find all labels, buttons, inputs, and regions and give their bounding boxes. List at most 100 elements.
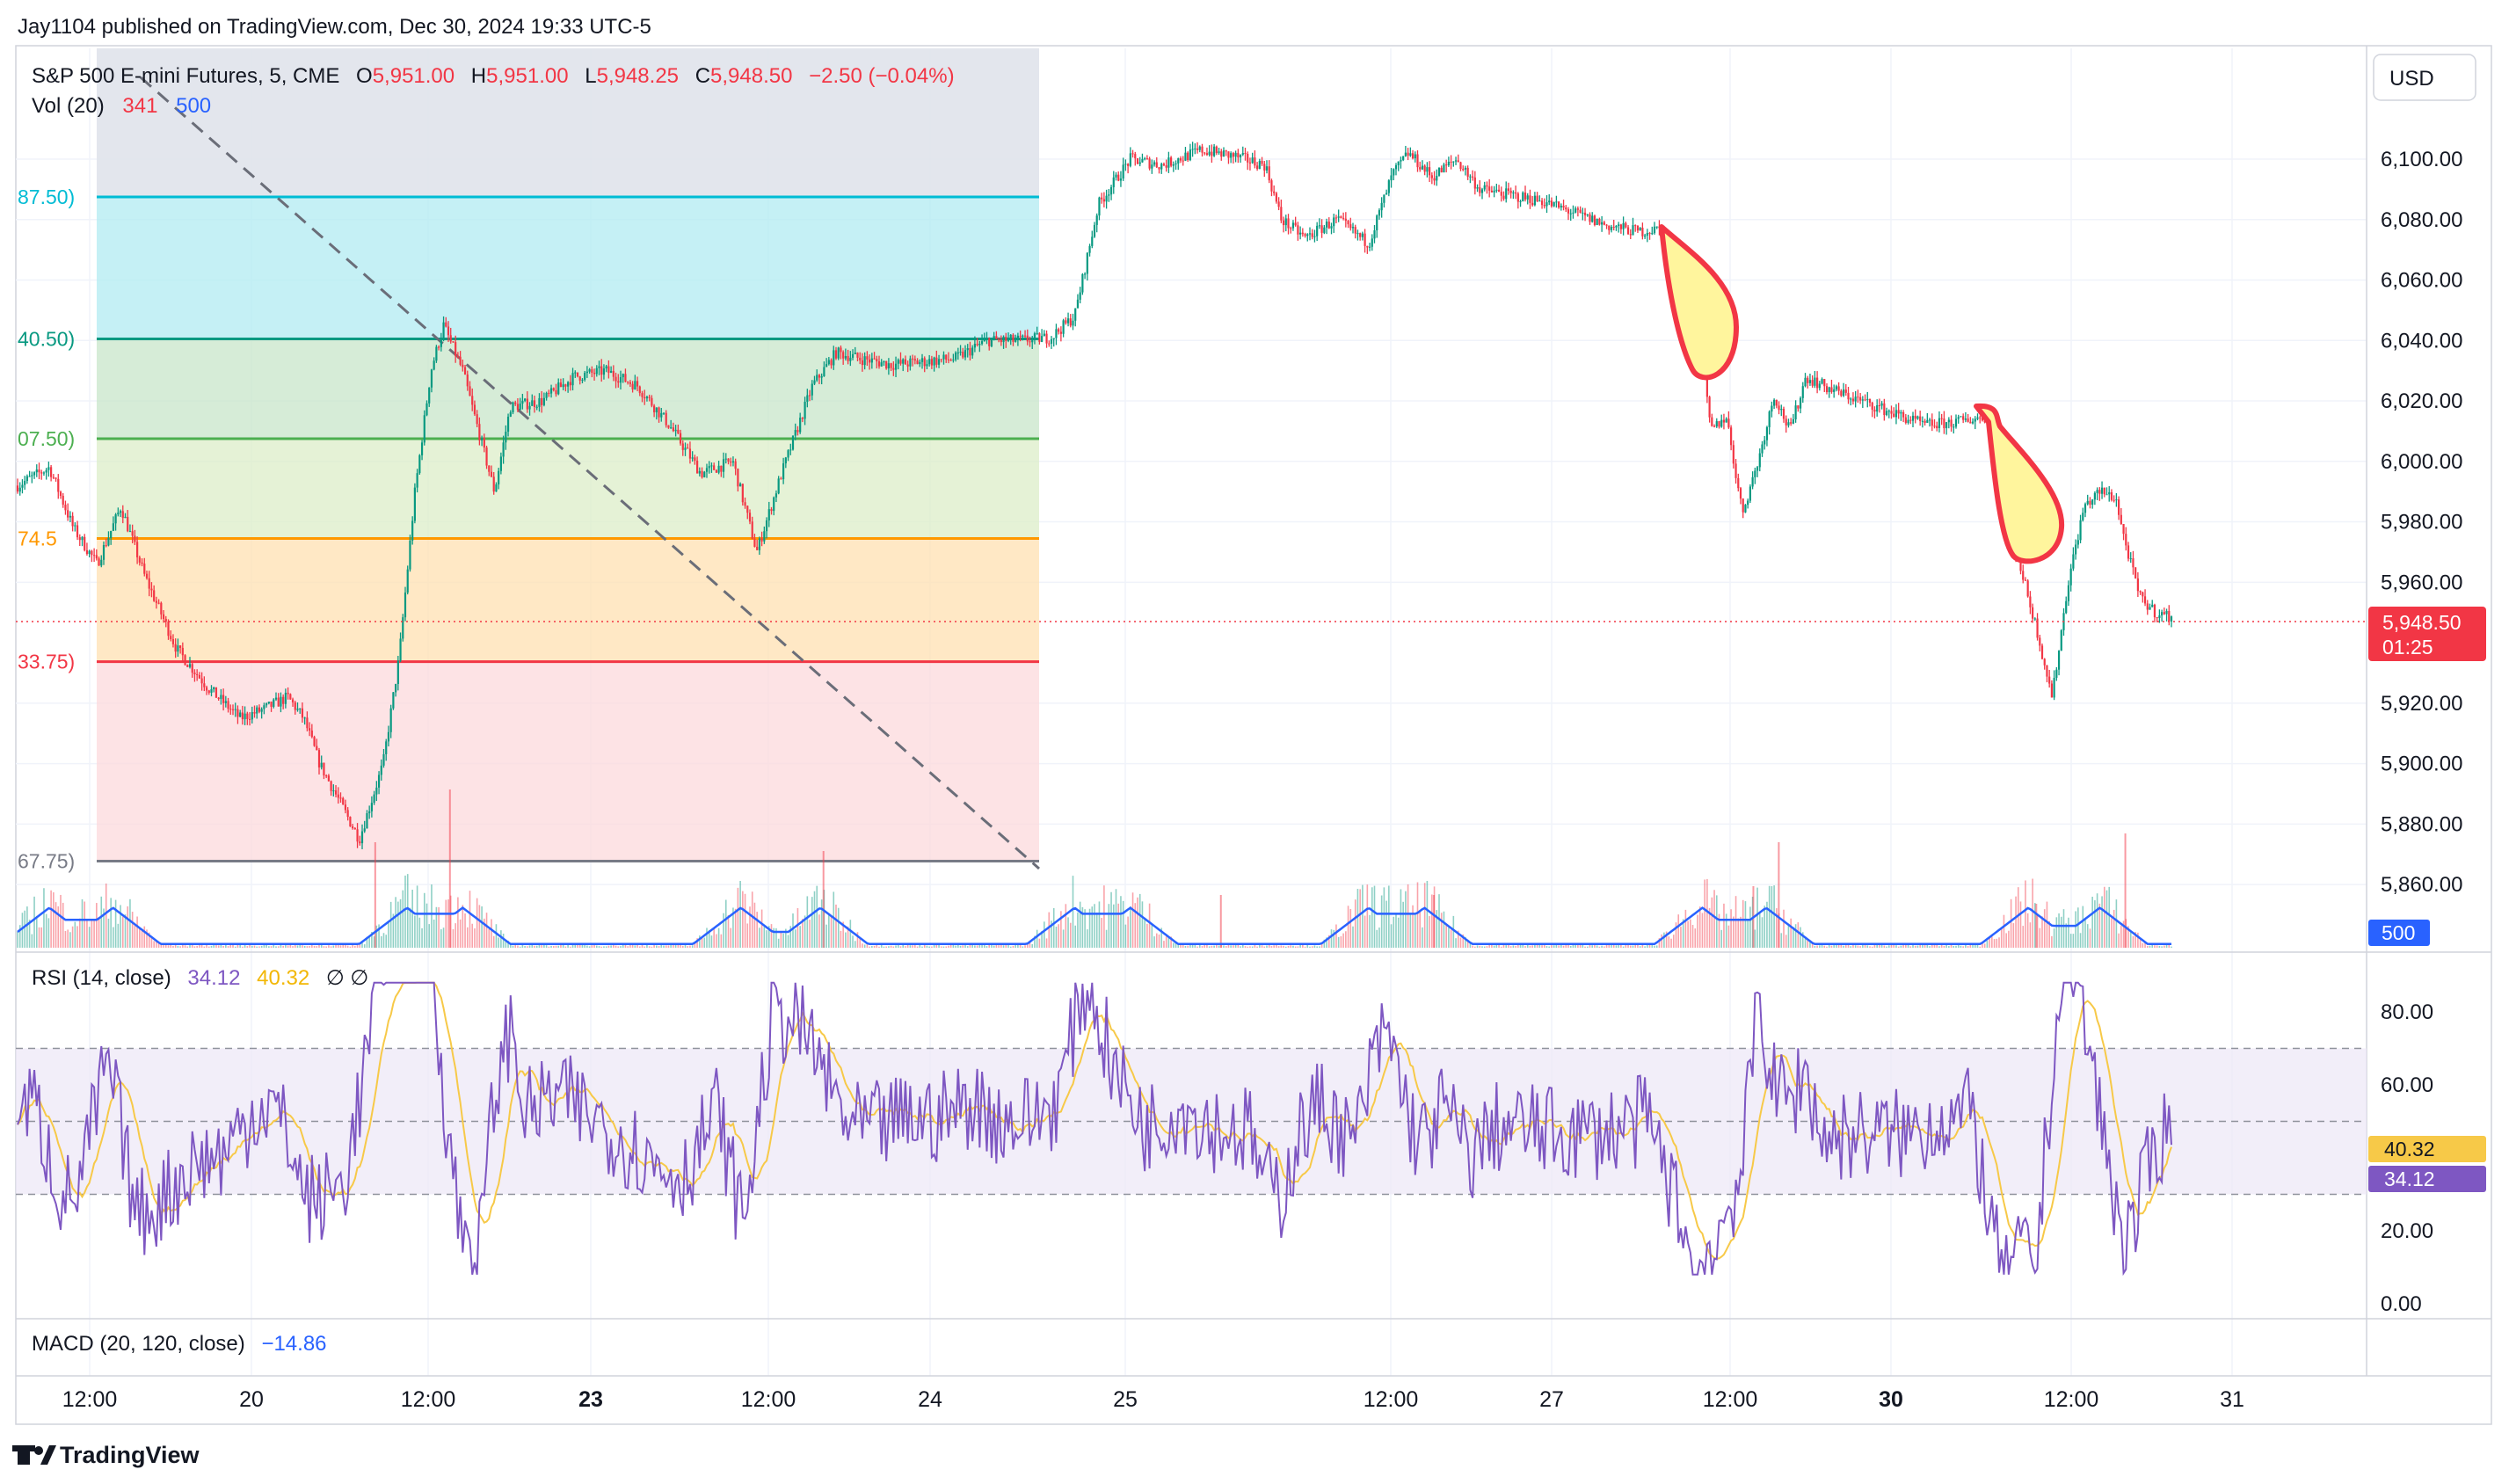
candle-body: [1538, 200, 1541, 202]
candle-body: [1943, 418, 1945, 429]
candle-body: [1162, 164, 1166, 166]
annotation-highlight-1[interactable]: [1659, 224, 1739, 381]
candle-body: [1612, 226, 1615, 228]
candle-body: [1101, 197, 1103, 200]
candle-body: [1059, 331, 1062, 334]
currency-button[interactable]: [2373, 54, 2476, 101]
candle-body: [327, 775, 330, 782]
candle-body: [1646, 233, 1648, 236]
candle-body: [581, 379, 584, 381]
candle-body: [1924, 420, 1926, 423]
candle-body: [823, 367, 825, 376]
candle-body: [1480, 189, 1484, 193]
candle-body: [456, 356, 459, 358]
candle-body: [337, 794, 339, 798]
candle-body: [591, 369, 593, 373]
candle-body: [1629, 234, 1632, 236]
candle-body: [1291, 222, 1295, 229]
candle-body: [1426, 167, 1429, 172]
candle-body: [2136, 578, 2139, 592]
candle-body: [47, 467, 50, 470]
candle-body: [631, 383, 634, 389]
candle-body: [191, 664, 193, 673]
candle-body: [506, 416, 510, 433]
candle-body: [756, 546, 759, 550]
candle-body: [933, 357, 935, 366]
symbol-legend[interactable]: S&P 500 E-mini Futures, 5, CME O5,951.00…: [32, 64, 955, 118]
candle-body: [859, 357, 862, 360]
candle-body: [1373, 230, 1376, 239]
candle-body: [2029, 596, 2032, 607]
rsi-axis[interactable]: 80.00 60.00 20.00 0.00: [2381, 1000, 2433, 1316]
candle-body: [332, 790, 335, 792]
rsi-legend[interactable]: RSI (14, close) 34.12 40.32 ∅ ∅: [32, 966, 368, 990]
candle-body: [876, 359, 878, 362]
trend-line[interactable]: [140, 76, 1040, 870]
candle-body: [641, 393, 644, 397]
candle-body: [1437, 167, 1441, 176]
candle-body: [418, 455, 421, 474]
candle-body: [1868, 398, 1872, 404]
candle-body: [942, 354, 945, 360]
candle-body: [1785, 418, 1787, 426]
candle-body: [215, 687, 218, 698]
candle-body: [217, 697, 220, 699]
candle-body: [2170, 616, 2173, 622]
candle-body: [890, 363, 892, 368]
price-tick-label: 6,100.00: [2381, 148, 2462, 171]
candle-body: [887, 363, 890, 369]
candle-body: [1019, 335, 1022, 338]
candle-body: [18, 487, 21, 492]
annotation-highlight-2[interactable]: [1974, 403, 2065, 564]
candle-body: [1430, 175, 1433, 178]
candle-body: [478, 424, 481, 440]
candle-body: [284, 692, 287, 704]
candle-body: [1531, 202, 1534, 206]
candle-body: [389, 708, 392, 732]
candle-body: [1529, 195, 1531, 203]
candle-body: [569, 382, 571, 386]
candle-body: [1421, 165, 1424, 170]
candle-body: [1811, 380, 1814, 386]
candle-body: [629, 382, 631, 384]
candle-body: [677, 429, 680, 433]
candle-body: [1567, 209, 1570, 214]
price-tick-label: 5,960.00: [2381, 571, 2462, 594]
candle-body: [622, 374, 624, 378]
candle-body: [1023, 335, 1027, 337]
volume-pane: [17, 789, 2172, 948]
candle-body: [310, 730, 313, 738]
time-tick-label: 12:00: [741, 1387, 796, 1412]
macd-legend[interactable]: MACD (20, 120, close) −14.86: [32, 1332, 327, 1356]
candle-body: [1069, 318, 1072, 326]
candle-body: [600, 366, 603, 375]
legend-open: 5,951.00: [373, 64, 455, 88]
candle-body: [1182, 160, 1184, 162]
candle-body: [1713, 426, 1716, 427]
candle-body: [1479, 187, 1481, 193]
price-axis[interactable]: 6,100.00 6,080.00 6,060.00 6,040.00 6,020.00…: [2381, 148, 2462, 897]
candle-body: [1502, 195, 1505, 200]
candle-body: [438, 346, 440, 348]
fib-retracement[interactable]: 87.50) 40.50) 07.50) 74.5 33.75) 67.75): [18, 48, 1039, 872]
candle-body: [684, 447, 687, 450]
candle-body: [98, 558, 100, 566]
candle-body: [1851, 398, 1855, 402]
candle-body: [1558, 201, 1560, 207]
candle-body: [1548, 200, 1551, 203]
tradingview-logo[interactable]: TradingView: [12, 1442, 200, 1468]
candle-body: [181, 647, 184, 656]
candle-body: [1407, 152, 1409, 156]
candle-body: [1747, 500, 1749, 506]
time-axis[interactable]: 12:00 20 12:00 23 12:00 24 25 12:00 27 12:00 30 12:…: [62, 1387, 2244, 1412]
candle-body: [145, 573, 149, 578]
candle-body: [253, 711, 256, 714]
candle-body: [1177, 158, 1180, 164]
candle-body: [1378, 210, 1381, 216]
candle-body: [770, 509, 773, 512]
candle-body: [1536, 195, 1538, 201]
candle-body: [277, 697, 280, 707]
candle-body: [203, 683, 206, 687]
candle-body: [227, 701, 229, 709]
